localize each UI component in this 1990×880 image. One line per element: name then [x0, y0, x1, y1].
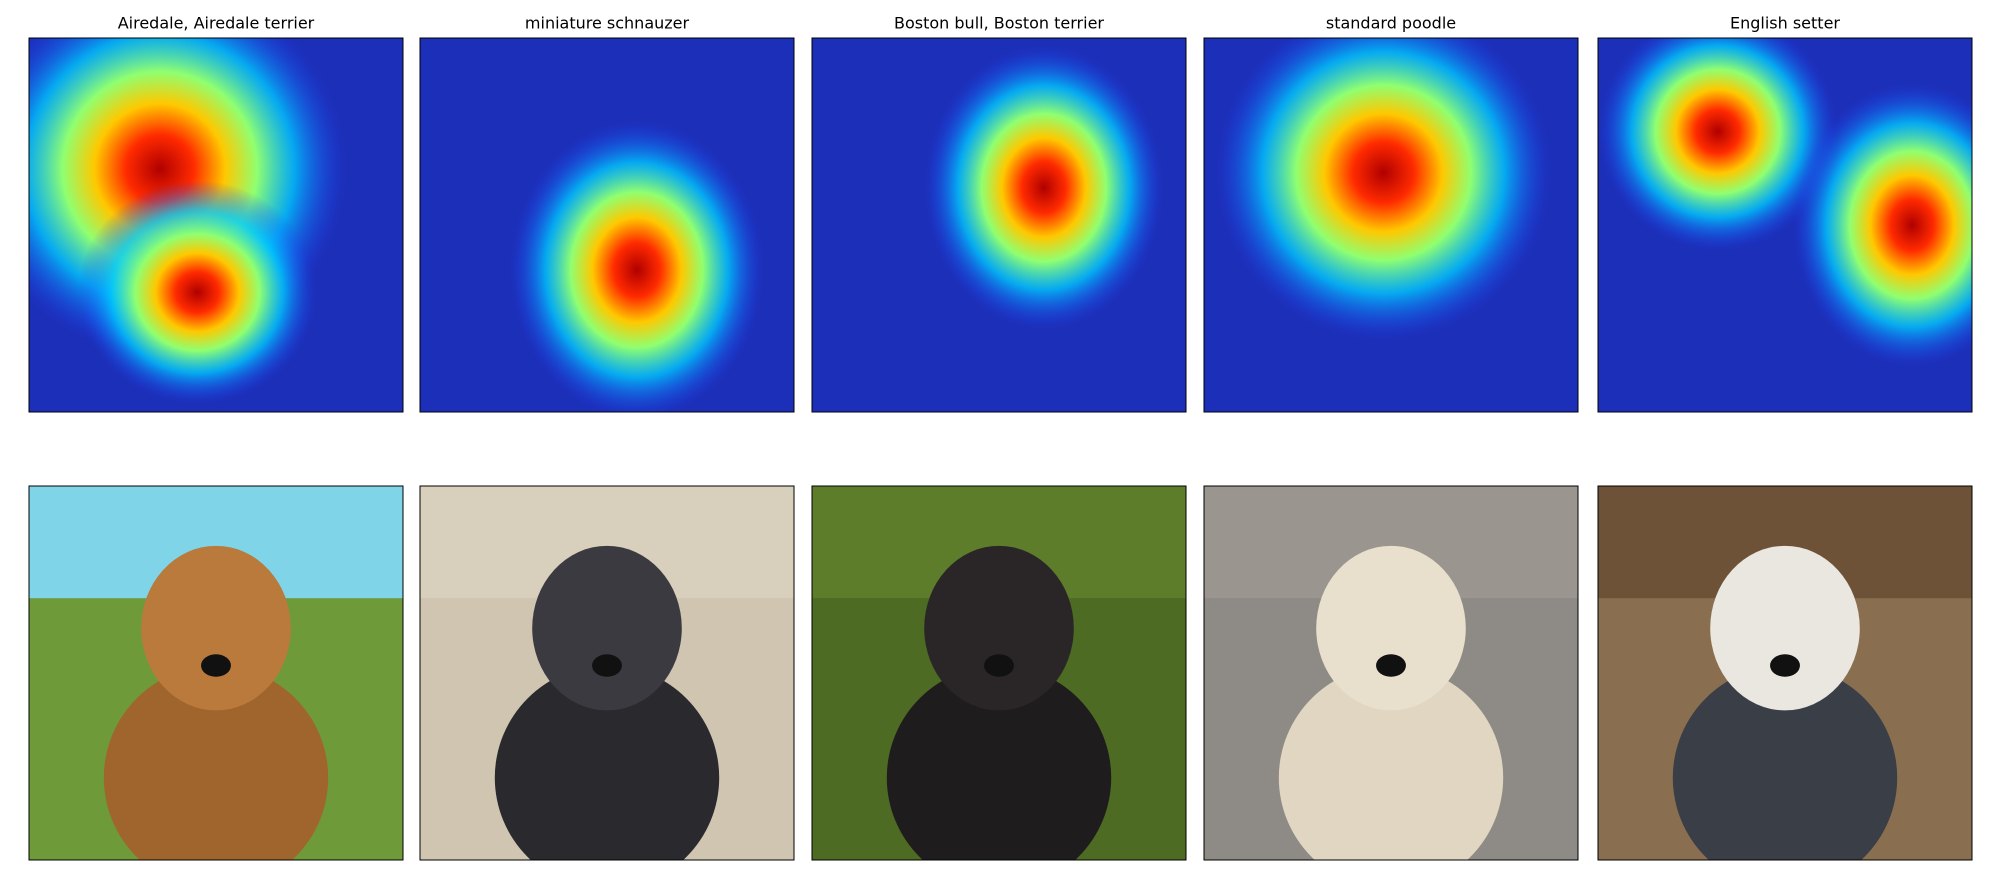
panel-border	[1203, 485, 1579, 861]
panel-title: Airedale, Airedale terrier	[118, 14, 315, 33]
panel-title: English setter	[1730, 14, 1840, 33]
panel-border	[419, 37, 795, 413]
photo	[1204, 486, 1578, 860]
panel-border	[1597, 485, 1973, 861]
panel-title: miniature schnauzer	[525, 14, 690, 33]
heatmap-blob	[509, 120, 765, 412]
panel-border	[1597, 37, 1973, 413]
dog-body	[1672, 665, 1898, 860]
heatmap	[1204, 38, 1578, 412]
dog-head	[1316, 545, 1466, 711]
panel-border	[28, 485, 404, 861]
photo	[29, 486, 403, 860]
panel-border	[811, 37, 1187, 413]
panel-border	[1203, 37, 1579, 413]
dog-nose	[1376, 654, 1406, 677]
dog-head	[924, 545, 1074, 711]
heatmap-blob	[1598, 38, 1838, 252]
heatmap-blob	[924, 45, 1164, 330]
dog-head	[1710, 545, 1860, 711]
dog-head	[532, 545, 682, 711]
heatmap	[812, 38, 1186, 412]
photo	[1598, 486, 1972, 860]
dog-body	[494, 665, 720, 860]
panel-border	[811, 485, 1187, 861]
dog-body	[1278, 665, 1504, 860]
heatmap-blob	[1792, 82, 1972, 368]
dog-nose	[1770, 654, 1800, 677]
panel-border	[419, 485, 795, 861]
dog-head	[141, 545, 291, 711]
heatmap-blob	[1215, 38, 1552, 341]
dog-nose	[984, 654, 1014, 677]
panel-title: standard poodle	[1326, 14, 1456, 33]
dog-body	[886, 665, 1112, 860]
dog-nose	[201, 654, 231, 677]
photo	[812, 486, 1186, 860]
dog-body	[103, 665, 329, 860]
heatmap	[420, 38, 794, 412]
heatmap-blob	[77, 180, 317, 405]
panel-border	[28, 37, 404, 413]
dog-nose	[592, 654, 622, 677]
panel-title: Boston bull, Boston terrier	[894, 14, 1104, 33]
heatmap	[29, 38, 403, 412]
photo	[420, 486, 794, 860]
heatmap	[1598, 38, 1972, 412]
